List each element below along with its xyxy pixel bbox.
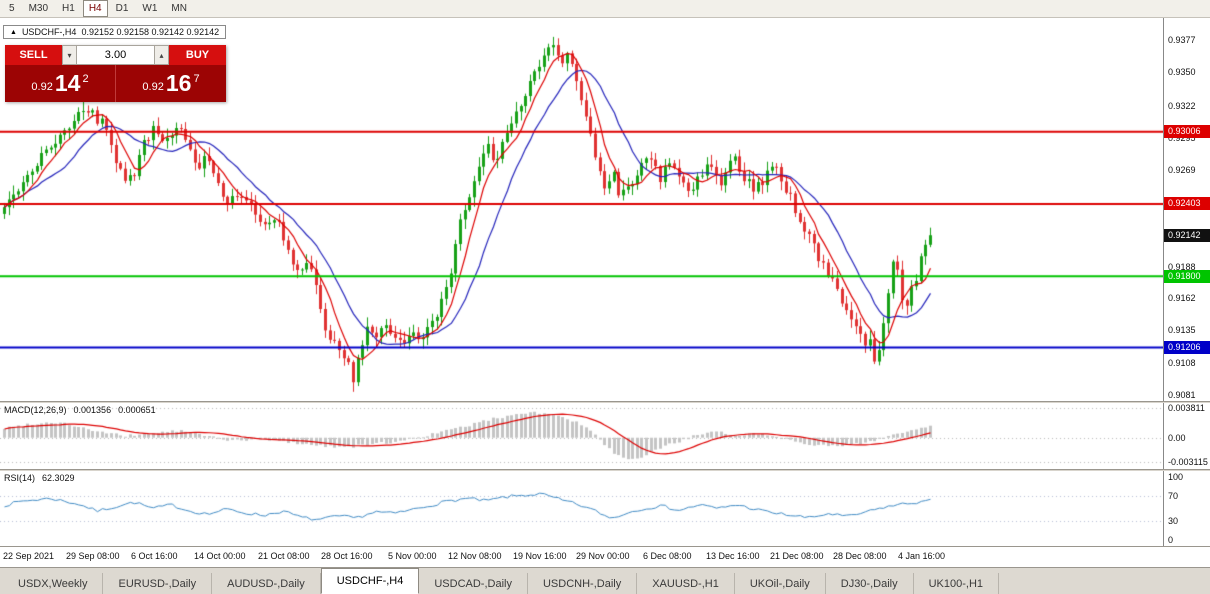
sell-price-sup: 2 (82, 73, 89, 85)
price-tick: 0.9108 (1168, 357, 1196, 368)
macd-tick: 0.003811 (1168, 403, 1205, 413)
timeframe-button-5[interactable]: 5 (9, 3, 15, 14)
chart-ohlc-values: 0.92152 0.92158 0.92142 0.92142 (81, 27, 220, 37)
time-label: 14 Oct 00:00 (194, 551, 246, 561)
chart-tab-usdchf[interactable]: USDCHF-,H4 (320, 568, 420, 594)
rsi-tick: 70 (1168, 490, 1179, 501)
time-label: 28 Dec 08:00 (833, 551, 887, 561)
price-tick: 0.9135 (1168, 325, 1196, 336)
macd-tick: -0.003115 (1168, 457, 1208, 467)
time-label: 12 Nov 08:00 (448, 551, 502, 561)
panel-splitter[interactable] (0, 401, 1210, 403)
chart-tab-usdx[interactable]: USDX,Weekly (3, 573, 104, 594)
sell-price-big: 14 (54, 70, 81, 96)
level-price-badge: 0.92403 (1164, 197, 1210, 210)
rsi-canvas[interactable] (0, 471, 1163, 546)
buy-price-button[interactable]: 0.92 16 7 (116, 65, 226, 102)
chart-tab-xauusd[interactable]: XAUUSD-,H1 (637, 573, 735, 594)
rsi-tick: 100 (1168, 472, 1184, 482)
price-axis[interactable]: 0.93770.93500.93220.92950.92690.92420.92… (1163, 18, 1210, 401)
timeframe-button-w1[interactable]: W1 (142, 3, 158, 14)
price-tick: 0.9322 (1168, 100, 1196, 111)
timeframe-button-mn[interactable]: MN (171, 3, 187, 14)
time-label: 5 Nov 00:00 (388, 551, 437, 561)
chart-tab-uk100[interactable]: UK100-,H1 (914, 573, 1000, 594)
chart-tab-ukoil[interactable]: UKOil-,Daily (735, 573, 826, 594)
sell-price-prefix: 0.92 (31, 81, 53, 93)
macd-panel: MACD(12,26,9) 0.001356 0.000651 0.003811… (0, 403, 1210, 469)
chart-tab-bar: USDX,Weekly EURUSD-,Daily AUDUSD-,Daily USD… (0, 567, 1210, 594)
chart-tab-usdcnh[interactable]: USDCNH-,Daily (528, 573, 638, 594)
buy-price-sup: 7 (193, 73, 200, 85)
timeframe-button-h4[interactable]: H4 (82, 0, 108, 17)
trade-panel-toggle-icon[interactable]: ▲ (10, 28, 17, 36)
one-click-trade-panel: SELL ▾ ▴ BUY 0.92 14 2 0.92 (5, 45, 226, 102)
timeframe-button-m30[interactable]: M30 (28, 3, 49, 14)
main-chart-plot[interactable]: ▲ USDCHF-,H4 0.92152 0.92158 0.92142 0.9… (0, 18, 1163, 401)
buy-button[interactable]: BUY (169, 45, 226, 65)
time-label: 21 Oct 08:00 (258, 551, 310, 561)
time-label: 4 Jan 16:00 (898, 551, 946, 561)
level-price-badge: 0.93006 (1164, 125, 1210, 138)
price-tick: 0.9188 (1168, 261, 1196, 272)
timeframe-button-h1[interactable]: H1 (62, 3, 75, 14)
price-tick: 0.9269 (1168, 164, 1196, 175)
chart-tab-eurusd[interactable]: EURUSD-,Daily (103, 573, 213, 594)
sell-price-button[interactable]: 0.92 14 2 (5, 65, 116, 102)
rsi-plot[interactable]: RSI(14) 62.3029 (0, 471, 1163, 546)
volume-input[interactable] (77, 48, 154, 62)
rsi-tick: 30 (1168, 516, 1179, 527)
timeframe-button-d1[interactable]: D1 (115, 3, 129, 14)
rsi-axis[interactable]: 100 70 30 0 (1163, 471, 1210, 546)
current-price-badge: 0.92142 (1164, 229, 1210, 242)
macd-axis[interactable]: 0.003811 0.00 -0.003115 (1163, 403, 1210, 469)
buy-price-prefix: 0.92 (142, 81, 164, 93)
level-price-badge: 0.91800 (1164, 270, 1210, 283)
price-tick: 0.9081 (1168, 389, 1196, 400)
time-label: 19 Nov 16:00 (513, 551, 567, 561)
sell-button[interactable]: SELL (5, 45, 62, 65)
rsi-panel: RSI(14) 62.3029 100 70 30 0 (0, 471, 1210, 546)
price-tick: 0.9350 (1168, 67, 1196, 78)
macd-tick: 0.00 (1168, 432, 1186, 443)
rsi-label: RSI(14) 62.3029 (4, 473, 75, 483)
volume-decrease-button[interactable]: ▾ (62, 45, 77, 65)
chart-tab-audusd[interactable]: AUDUSD-,Daily (212, 573, 321, 594)
level-price-badge: 0.91206 (1164, 341, 1210, 354)
macd-plot[interactable]: MACD(12,26,9) 0.001356 0.000651 (0, 403, 1163, 469)
price-tick: 0.9295 (1168, 133, 1196, 144)
time-label: 29 Sep 08:00 (66, 551, 120, 561)
time-label: 13 Dec 16:00 (706, 551, 760, 561)
time-label: 22 Sep 2021 (3, 551, 55, 561)
chart-tab-usdcad[interactable]: USDCAD-,Daily (419, 573, 528, 594)
rsi-tick: 0 (1168, 535, 1174, 545)
panel-splitter[interactable] (0, 469, 1210, 471)
chart-tab-dj30[interactable]: DJ30-,Daily (826, 573, 914, 594)
time-label: 29 Nov 00:00 (576, 551, 630, 561)
price-tick: 0.9162 (1168, 292, 1196, 303)
volume-increase-button[interactable]: ▴ (154, 45, 169, 65)
chart-symbol-label: USDCHF-,H4 (21, 27, 77, 37)
macd-canvas[interactable] (0, 403, 1163, 469)
timeframe-toolbar: 5 M30 H1 H4 D1 W1 MN (0, 0, 1210, 18)
time-axis[interactable]: 22 Sep 2021 29 Sep 08:00 6 Oct 16:00 14 Oct… (0, 546, 1210, 567)
macd-label: MACD(12,26,9) 0.001356 0.000651 (4, 405, 156, 415)
ohlc-info-box: ▲ USDCHF-,H4 0.92152 0.92158 0.92142 0.9… (3, 25, 227, 39)
buy-price-big: 16 (165, 70, 192, 96)
price-tick: 0.9377 (1168, 35, 1196, 45)
time-label: 21 Dec 08:00 (770, 551, 824, 561)
time-label: 28 Oct 16:00 (321, 551, 373, 561)
time-label: 6 Oct 16:00 (131, 551, 178, 561)
time-label: 6 Dec 08:00 (643, 551, 692, 561)
main-chart-panel: ▲ USDCHF-,H4 0.92152 0.92158 0.92142 0.9… (0, 18, 1210, 401)
